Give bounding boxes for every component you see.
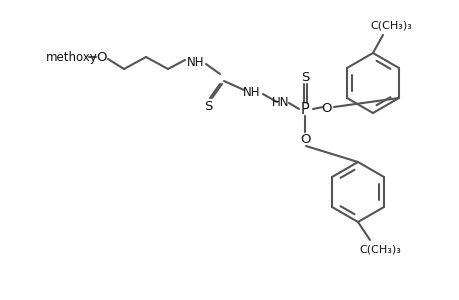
Text: NH: NH [243, 85, 260, 98]
Text: P: P [300, 101, 309, 116]
Text: methoxy: methoxy [46, 50, 98, 64]
Text: C(CH₃)₃: C(CH₃)₃ [358, 245, 400, 255]
Text: O: O [321, 101, 331, 115]
Text: NH: NH [187, 56, 204, 68]
Text: HN: HN [272, 95, 289, 109]
Text: S: S [300, 70, 308, 83]
Text: S: S [203, 100, 212, 112]
Text: O: O [96, 50, 107, 64]
Text: O: O [300, 133, 311, 146]
Text: C(CH₃)₃: C(CH₃)₃ [369, 20, 411, 30]
